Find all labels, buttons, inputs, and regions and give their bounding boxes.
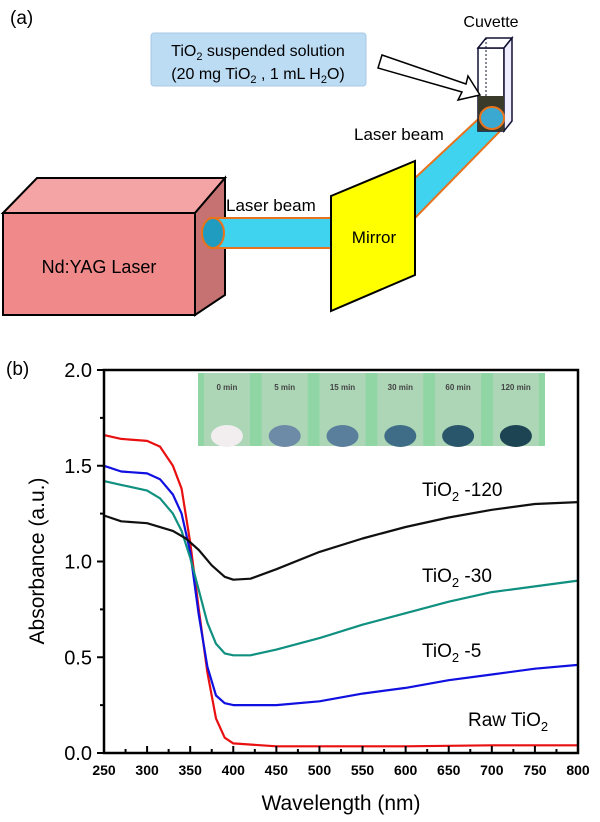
panel-b-chart: (b) 250 300 350 400 450 500 550 600 650 … (6, 359, 590, 815)
series-label-tio2-5: TiO2 -5 (422, 641, 481, 665)
vial-label: 15 min (330, 383, 355, 392)
inset-photo: 0 min 5 min 15 min 30 min 60 min 120 min (198, 373, 545, 447)
inset-background (198, 373, 545, 446)
beam-segment-1 (209, 217, 333, 249)
y-tick-labels: 0.0 0.5 1.0 1.5 2.0 (64, 360, 92, 765)
axis-ticks (97, 369, 579, 754)
series-label-tio2-30: TiO2 -30 (422, 566, 492, 590)
vial-label: 30 min (388, 383, 413, 392)
series-line-raw-tio2 (103, 434, 578, 748)
cuvette-label: Cuvette (463, 14, 518, 31)
x-tick-label: 300 (135, 762, 159, 778)
vial-labels: 0 min 5 min 15 min 30 min 60 min 120 min (216, 383, 530, 392)
series-line-tio2-120 (103, 501, 579, 581)
solution-box-bg (150, 32, 367, 87)
x-tick-label: 400 (222, 762, 246, 778)
x-tick-label: 700 (480, 762, 504, 778)
y-tick-label: 1.5 (64, 456, 92, 478)
beam-label-2: Laser beam (354, 125, 444, 144)
series-lines (103, 434, 579, 748)
vial-pellet (499, 425, 532, 447)
vial-pellet (268, 425, 301, 447)
laser-beam-1: Laser beam (201, 196, 333, 249)
laser-top-face (0, 177, 228, 214)
cuvette-side (503, 35, 513, 134)
laser-box: Nd:YAG Laser (0, 175, 228, 317)
vial-pellet (442, 425, 475, 447)
solution-line-2: (20 mg TiO2 , 1 mL H2O) (171, 66, 344, 86)
vial-pellet (326, 425, 359, 447)
panel-b-label: (b) (6, 359, 29, 380)
x-tick-label: 450 (265, 762, 289, 778)
y-tick-label: 0.5 (64, 647, 92, 669)
cuvette: Cuvette (463, 14, 519, 134)
mirror: Mirror (330, 159, 416, 313)
beam-label-1: Laser beam (226, 196, 316, 215)
y-tick-label: 0.0 (64, 743, 92, 765)
laser-label: Nd:YAG Laser (42, 257, 157, 277)
x-tick-label: 800 (566, 762, 590, 778)
x-tick-label: 500 (308, 762, 332, 778)
x-tick-label: 350 (179, 762, 203, 778)
x-tick-label: 550 (351, 762, 375, 778)
vial-label: 5 min (274, 383, 295, 392)
x-tick-label: 600 (394, 762, 418, 778)
x-tick-label: 650 (437, 762, 461, 778)
solution-box: TiO2 suspended solution (20 mg TiO2 , 1 … (150, 32, 367, 87)
vial-label: 0 min (216, 383, 237, 392)
mirror-label: Mirror (352, 228, 397, 247)
x-tick-labels: 250 300 350 400 450 500 550 600 650 700 … (92, 762, 590, 778)
laser-front-face (2, 212, 196, 316)
vial-label: 60 min (445, 383, 470, 392)
y-tick-label: 2.0 (64, 360, 92, 382)
vial-label: 120 min (501, 383, 531, 392)
solution-line-1: TiO2 suspended solution (171, 43, 345, 63)
series-label-raw-tio2: Raw TiO2 (468, 710, 548, 734)
series-line-tio2-5 (103, 464, 579, 707)
series-labels: TiO2 -120 TiO2 -30 TiO2 -5 Raw TiO2 (422, 480, 548, 734)
panel-a-label: (a) (10, 8, 33, 29)
series-line-tio2-30 (103, 480, 579, 657)
y-axis-label: Absorbance (a.u.) (26, 478, 49, 645)
series-label-tio2-120: TiO2 -120 (422, 480, 502, 504)
vial-pellet (384, 425, 417, 447)
mirror-shape (330, 159, 416, 313)
vials (203, 373, 539, 447)
x-axis-label: Wavelength (nm) (261, 792, 420, 815)
panel-a-diagram: (a) Nd:YAG Laser Laser beam Laser beam M… (0, 8, 519, 317)
x-tick-label: 250 (92, 762, 116, 778)
x-tick-label: 750 (523, 762, 547, 778)
beam-aperture (201, 217, 225, 249)
vial-pellet (210, 425, 243, 447)
y-tick-label: 1.0 (64, 552, 92, 574)
hollow-arrow-icon (377, 54, 482, 102)
beam-spot (479, 106, 505, 130)
